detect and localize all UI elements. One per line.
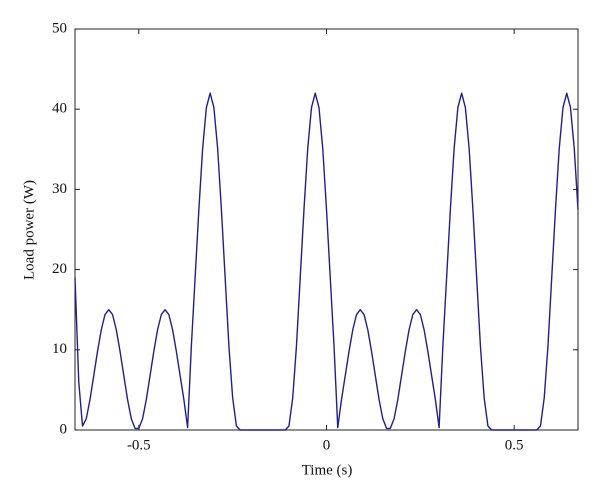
y-tick-label: 0 [60,421,68,437]
x-axis-label: Time (s) [302,462,353,478]
y-tick-label: 40 [52,101,67,117]
y-tick-label: 50 [52,20,67,36]
x-tick-label: 0 [323,437,331,453]
x-tick-label: 0.5 [505,437,524,453]
y-tick-label: 20 [52,261,67,277]
y-tick-label: 30 [52,181,67,197]
y-tick-label: 10 [52,341,67,357]
line-series [74,92,579,431]
y-axis-label: Load power (W) [21,180,37,280]
x-tick-label: -0.5 [127,437,151,453]
